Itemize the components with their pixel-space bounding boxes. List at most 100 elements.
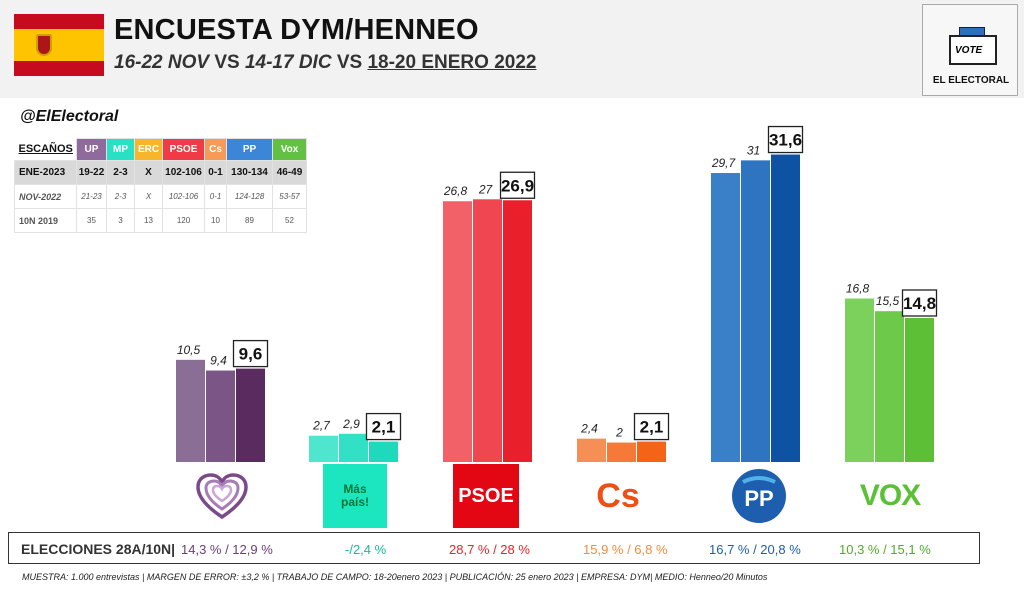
bar-cs-1 xyxy=(577,438,606,462)
table-cell: 120 xyxy=(162,208,205,233)
data-label-box-mas-pais xyxy=(365,412,402,441)
table-cell: 102-106 xyxy=(162,160,205,185)
table-cell: X xyxy=(134,160,163,185)
mas-pais-logo: Más país! xyxy=(323,464,387,528)
table-cell: 89 xyxy=(226,208,273,233)
psoe-logo-text: PSOE xyxy=(458,484,514,507)
party-header-psoe: PSOE xyxy=(162,138,205,161)
election-result-vox: 10,3 % / 15,1 % xyxy=(839,542,931,557)
bar-mas-pais-2 xyxy=(339,433,368,462)
data-label-up-1: 10,5 xyxy=(177,343,201,357)
psoe-logo: PSOE xyxy=(453,464,519,528)
table-cell: 19-22 xyxy=(76,160,107,185)
data-label-pp-1: 29,7 xyxy=(711,156,737,170)
table-cell: 53-57 xyxy=(272,184,307,209)
election-result-mp: -/2,4 % xyxy=(345,542,387,557)
mp-logo-line1: Más xyxy=(343,482,367,496)
social-handle: @ElElectoral xyxy=(20,108,119,125)
election-result-psoe: 28,7 % / 28 % xyxy=(449,542,530,557)
data-label-pp-3: 31,6 xyxy=(769,131,802,150)
data-label-box-up xyxy=(232,339,269,368)
table-cell: 2-3 xyxy=(106,160,135,185)
data-label-psoe-2: 27 xyxy=(478,182,494,196)
pp-logo-text: PP xyxy=(744,486,773,511)
election-result-up: 14,3 % / 12,9 % xyxy=(181,542,273,557)
data-label-box-pp xyxy=(767,125,804,154)
data-label-pp-2: 31 xyxy=(747,143,760,157)
data-label-up-3: 9,6 xyxy=(239,345,263,364)
table-cell: 13 xyxy=(134,208,163,233)
bar-pp-3 xyxy=(771,154,800,463)
data-label-box-psoe xyxy=(499,171,536,199)
header-band xyxy=(0,0,1024,98)
cs-logo-text: Cs xyxy=(596,476,640,515)
seats-table: ESCAÑOS UP MP ERC PSOE Cs PP Vox ENE-202… xyxy=(14,138,307,233)
data-label-mas-pais-1: 2,7 xyxy=(312,419,331,433)
logo-brand-text: EL ELECTORAL xyxy=(932,75,1010,86)
party-header-up: UP xyxy=(76,138,107,161)
row-label: 10N 2019 xyxy=(14,208,77,233)
party-header-cs: Cs xyxy=(204,138,227,161)
bar-psoe-1 xyxy=(443,201,472,462)
elections-results-bar: ELECCIONES 28A/10N| 14,3 % / 12,9 % -/2,… xyxy=(8,532,980,564)
row-label: ENE-2023 xyxy=(14,160,77,185)
el-electoral-logo: VOTE EL ELECTORAL xyxy=(922,4,1018,96)
subtitle-vs: VS xyxy=(209,52,245,73)
data-label-vox-1: 16,8 xyxy=(846,282,870,296)
seats-header-label: ESCAÑOS xyxy=(14,138,77,161)
ballot-box-icon xyxy=(949,35,997,65)
data-label-psoe-3: 26,9 xyxy=(501,176,534,195)
subtitle-vs: VS xyxy=(331,52,368,73)
data-label-up-2: 9,4 xyxy=(210,354,227,368)
table-cell: 0-1 xyxy=(204,160,227,185)
heart-icon xyxy=(196,473,248,520)
bar-cs-3 xyxy=(637,441,666,462)
bar-psoe-2 xyxy=(473,199,502,463)
bar-psoe-3 xyxy=(503,200,532,462)
table-cell: 130-134 xyxy=(226,160,273,185)
footer-methodology: MUESTRA: 1.000 entrevistas | MARGEN DE E… xyxy=(22,572,768,582)
logo-vote-text: VOTE xyxy=(955,45,983,56)
table-row: 10N 2019 35 3 13 120 10 89 52 xyxy=(14,208,307,233)
table-cell: 3 xyxy=(106,208,135,233)
seats-header-row: ESCAÑOS UP MP ERC PSOE Cs PP Vox xyxy=(14,138,307,161)
election-result-cs: 15,9 % / 6,8 % xyxy=(583,542,668,557)
bar-vox-2 xyxy=(875,311,904,462)
elections-label: ELECCIONES 28A/10N| xyxy=(21,541,176,557)
table-cell: 52 xyxy=(272,208,307,233)
bar-vox-1 xyxy=(845,298,874,462)
mp-logo-line2: país! xyxy=(340,495,369,509)
party-header-pp: PP xyxy=(226,138,273,161)
data-label-cs-1: 2,4 xyxy=(580,422,598,436)
data-label-psoe-1: 26,8 xyxy=(443,184,468,198)
pp-gull-icon xyxy=(742,476,776,484)
election-result-pp: 16,7 % / 20,8 % xyxy=(709,542,801,557)
subtitle-period-2: 14-17 DIC xyxy=(244,52,332,73)
pp-logo: PP xyxy=(727,464,791,528)
bar-pp-2 xyxy=(741,160,770,462)
podemos-logo xyxy=(190,464,254,528)
bar-up-1 xyxy=(176,359,205,462)
ciudadanos-logo: Cs xyxy=(586,464,650,528)
page-title: ENCUESTA DYM/HENNEO xyxy=(114,14,479,46)
bar-up-3 xyxy=(236,368,265,462)
page-subtitle: 16-22 NOV VS 14-17 DIC VS 18-20 ENERO 20… xyxy=(114,52,536,74)
subtitle-period-3: 18-20 ENERO 2022 xyxy=(367,52,537,73)
bar-cs-2 xyxy=(607,442,636,462)
data-label-cs-2: 2 xyxy=(615,426,623,440)
data-label-cs-3: 2,1 xyxy=(640,418,664,437)
table-cell: 35 xyxy=(76,208,107,233)
bar-mas-pais-1 xyxy=(309,435,338,462)
bar-pp-1 xyxy=(711,173,740,463)
data-label-mas-pais-2: 2,9 xyxy=(342,417,360,431)
bar-vox-3 xyxy=(905,317,934,462)
subtitle-period-1: 16-22 NOV xyxy=(114,52,210,73)
table-cell: 46-49 xyxy=(272,160,307,185)
data-label-mas-pais-3: 2,1 xyxy=(372,418,396,437)
spain-flag-icon xyxy=(14,14,104,76)
data-label-vox-3: 14,8 xyxy=(903,294,936,313)
bar-mas-pais-3 xyxy=(369,441,398,462)
vox-logo: VOX xyxy=(848,464,932,528)
